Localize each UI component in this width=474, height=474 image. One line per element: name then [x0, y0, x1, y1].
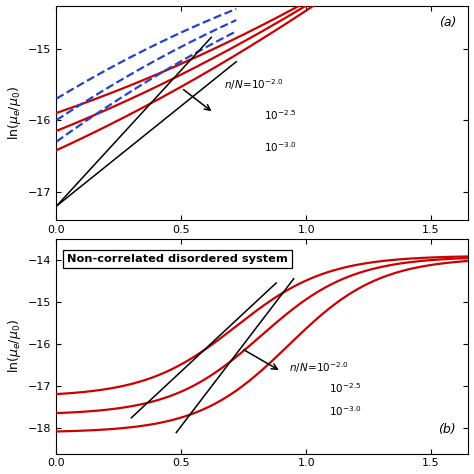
Text: $n/N\!=\!10^{-2.0}$: $n/N\!=\!10^{-2.0}$ [224, 77, 283, 92]
Text: $n/N\!=\!10^{-2.0}$: $n/N\!=\!10^{-2.0}$ [289, 360, 348, 374]
Text: $10^{-2.5}$: $10^{-2.5}$ [328, 382, 361, 395]
Text: $10^{-3.0}$: $10^{-3.0}$ [264, 140, 296, 154]
Text: $10^{-3.0}$: $10^{-3.0}$ [328, 404, 361, 419]
Y-axis label: $\ln(\mu_e/\mu_0)$: $\ln(\mu_e/\mu_0)$ [6, 319, 23, 373]
Text: $10^{-2.5}$: $10^{-2.5}$ [264, 108, 296, 122]
Y-axis label: $\ln(\mu_e/\mu_0)$: $\ln(\mu_e/\mu_0)$ [6, 86, 23, 140]
Text: (a): (a) [439, 16, 456, 29]
Text: Non-correlated disordered system: Non-correlated disordered system [67, 254, 288, 264]
Text: (b): (b) [438, 423, 456, 437]
